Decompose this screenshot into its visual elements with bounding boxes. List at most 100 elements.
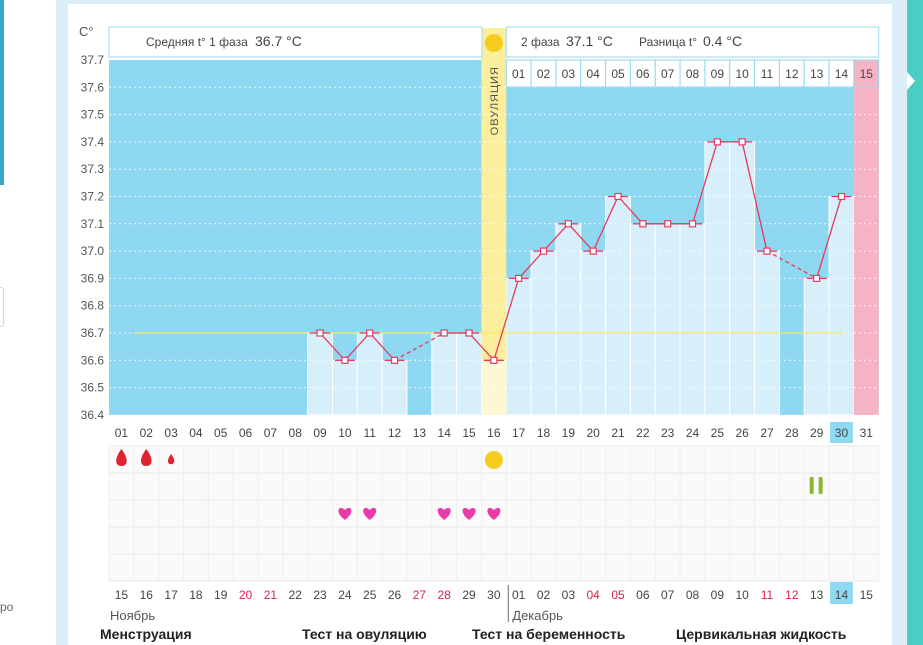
temperature-column [555,223,582,416]
temperature-column [431,332,458,416]
temperature-point [837,192,846,201]
calendar-date-label: 11 [761,588,774,602]
temperature-column [803,277,830,416]
next-cycle-column [853,60,879,415]
temp-diff-label: Разница t° [639,35,697,49]
calendar-date-label: 12 [785,588,799,602]
calendar-date-label: 13 [810,588,824,602]
temperature-column [505,277,532,416]
menstruation-drop-icon [140,449,152,466]
calendar-date-label: 26 [388,588,402,602]
phase2-day-cell [679,59,706,88]
legend-pregnancy-test[interactable]: Тест на беременность [472,626,626,642]
y-tick-label: 37.4 [81,135,105,149]
temperature-point [316,329,324,337]
calendar-date-label: 22 [289,588,303,602]
temperature-column [629,223,656,416]
calendar-date-label: 23 [313,588,327,602]
cycle-day-label: 19 [562,426,576,440]
right-side-tab[interactable] [907,0,923,645]
temperature-point [614,192,622,201]
temperature-point [390,356,399,364]
phase2-day-label: 11 [761,67,774,81]
temperature-point [366,329,374,337]
y-axis-label: C° [79,24,94,39]
cycle-day-label: 25 [711,426,725,440]
ovulation-test-heart-icon [487,507,501,520]
y-tick-label: 36.9 [81,271,105,285]
ovulation-marker-icon [484,451,503,469]
y-tick-label: 37.1 [81,217,105,231]
temperature-line-segment [319,332,346,361]
phase1-label: Средняя t° 1 фаза [146,35,248,49]
phase1-value: 36.7 °C [255,33,302,49]
phase2-day-cell [530,59,557,88]
cycle-day-label: 23 [661,426,675,440]
calendar-date-label: 16 [140,588,154,602]
phase2-day-label: 12 [785,67,799,81]
month-december-label: Декабрь [512,608,563,623]
ovulation-label: ОВУЛЯЦИЯ [489,66,501,135]
calendar-date-label: 27 [413,588,427,602]
phase2-day-cell [505,59,532,88]
y-tick-label: 36.4 [81,408,105,422]
temp-diff-value: 0.4 °C [703,33,742,49]
calendar-date-label: 03 [562,588,576,602]
calendar-date-label: 10 [735,588,749,602]
temperature-point [539,247,548,255]
ovulation-test-heart-icon [338,507,352,520]
legend-cervical-fluid[interactable]: Цервикальная жидкость [676,626,847,642]
y-tick-label: 37.0 [81,244,105,258]
ovulation-test-heart-icon [462,507,476,520]
temperature-column [654,223,681,416]
calendar-date-label: 14 [835,588,849,602]
phase2-day-label: 04 [587,67,601,81]
current-day-highlight [830,422,853,443]
temperature-point [664,220,672,228]
calendar-date-label: 04 [587,588,601,602]
y-tick-label: 37.3 [81,162,105,176]
cycle-day-label: 17 [512,426,526,440]
phase2-day-label: 01 [512,67,526,81]
temperature-column [679,223,706,416]
temperature-point [564,220,572,228]
phase2-day-cell [803,59,830,88]
menstruation-drop-icon [116,449,127,466]
y-tick-label: 37.7 [81,53,105,67]
phase2-value: 37.1 °C [566,33,613,49]
y-tick-label: 36.5 [81,381,105,395]
temperature-point [341,356,349,364]
phase2-header-box [505,26,880,58]
temperature-line-segment [518,250,545,279]
legend-menstruation[interactable]: Менструация [100,626,192,642]
left-sidebar-strip [0,0,4,185]
cycle-day-label: 14 [438,426,452,440]
y-tick-label: 36.8 [81,299,105,313]
temperature-point [589,247,597,255]
cycle-day-label: 11 [363,426,376,440]
calendar-date-label: 07 [661,588,675,602]
calendar-date-label: 02 [537,588,551,602]
temperature-line-segment [617,196,644,225]
phase2-day-label: 03 [562,67,576,81]
legend-ovulation-test[interactable]: Тест на овуляцию [302,626,427,642]
phase2-day-label: 13 [810,67,824,81]
cycle-day-label: 21 [611,426,625,440]
temperature-line-segment [493,278,520,361]
pregnancy-test-icon [818,477,823,494]
temperature-line-segment [369,332,396,361]
calendar-date-label: 21 [264,588,278,602]
calendar-date-label: 01 [512,588,526,602]
cycle-day-label: 02 [140,426,154,440]
calendar-date-label: 15 [115,588,129,602]
chevron-right-icon[interactable] [907,72,915,90]
cycle-day-label: 24 [686,426,700,440]
temperature-line-segment [468,332,495,361]
y-tick-label: 36.7 [81,326,105,340]
cycle-day-label: 28 [785,426,799,440]
temperature-point [738,138,746,146]
phase2-day-label: 15 [860,67,874,81]
cycle-day-label: 09 [313,426,327,440]
temperature-point [713,138,721,146]
left-sidebar-text: ро [0,600,14,614]
